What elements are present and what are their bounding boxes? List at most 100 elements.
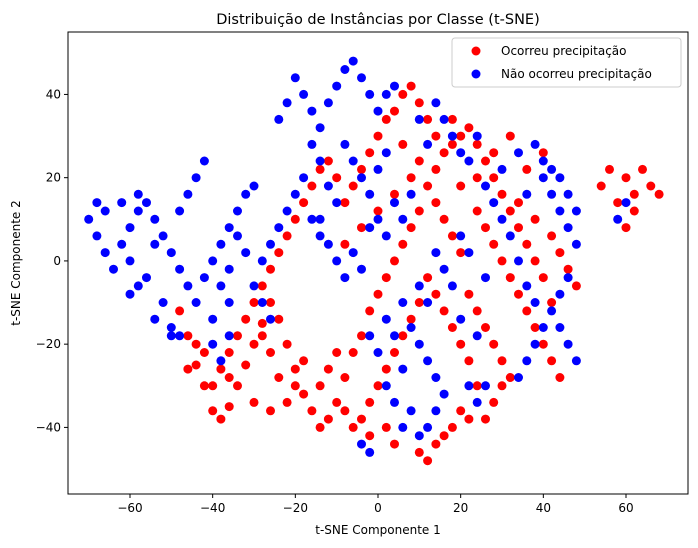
y-tick-label: 40 <box>46 87 61 101</box>
point-ocorreu-154 <box>489 148 499 158</box>
point-nao-ocorreu-157 <box>472 397 482 407</box>
point-ocorreu-55 <box>423 273 433 283</box>
point-ocorreu-68 <box>439 431 449 441</box>
point-nao-ocorreu-90 <box>547 189 557 199</box>
point-nao-ocorreu-146 <box>373 164 383 174</box>
y-axis-label: t-SNE Componente 2 <box>9 200 23 326</box>
point-nao-ocorreu-119 <box>538 156 548 166</box>
point-ocorreu-164 <box>191 339 201 349</box>
point-nao-ocorreu-111 <box>464 248 474 258</box>
point-ocorreu-120 <box>447 231 457 241</box>
point-ocorreu-48 <box>481 414 490 424</box>
point-nao-ocorreu-72 <box>406 189 416 199</box>
point-ocorreu-82 <box>332 173 342 183</box>
point-nao-ocorreu-88 <box>365 447 375 457</box>
point-nao-ocorreu-70 <box>390 198 399 208</box>
point-nao-ocorreu-30 <box>117 198 127 208</box>
point-nao-ocorreu-67 <box>365 223 375 233</box>
point-ocorreu-105 <box>629 206 639 216</box>
point-nao-ocorreu-20 <box>249 181 259 191</box>
point-ocorreu-40 <box>505 206 515 216</box>
point-ocorreu-51 <box>456 339 466 349</box>
point-nao-ocorreu-53 <box>315 156 325 166</box>
point-ocorreu-20 <box>340 373 350 382</box>
point-ocorreu-78 <box>365 148 375 158</box>
point-nao-ocorreu-116 <box>481 273 490 283</box>
point-ocorreu-129 <box>299 356 309 366</box>
point-nao-ocorreu-8 <box>150 214 160 224</box>
y-tick-label: −40 <box>36 420 61 434</box>
point-ocorreu-3 <box>199 381 209 391</box>
point-nao-ocorreu-118 <box>530 139 540 149</box>
point-nao-ocorreu-33 <box>125 256 135 266</box>
x-tick-label: −60 <box>117 501 142 515</box>
point-ocorreu-53 <box>439 306 449 316</box>
point-ocorreu-125 <box>481 323 490 332</box>
point-ocorreu-18 <box>323 414 333 424</box>
point-ocorreu-10 <box>257 318 267 328</box>
point-nao-ocorreu-71 <box>398 214 408 224</box>
point-ocorreu-148 <box>340 239 350 249</box>
point-ocorreu-71 <box>464 414 474 424</box>
point-nao-ocorreu-156 <box>464 381 474 391</box>
point-nao-ocorreu-45 <box>357 73 366 83</box>
point-nao-ocorreu-102 <box>522 281 532 291</box>
point-nao-ocorreu-41 <box>323 98 333 108</box>
point-nao-ocorreu-23 <box>183 189 193 199</box>
point-ocorreu-117 <box>547 356 557 366</box>
point-nao-ocorreu-26 <box>224 298 234 307</box>
point-ocorreu-113 <box>514 289 523 299</box>
legend-marker-ocorreu <box>471 46 481 56</box>
point-ocorreu-12 <box>274 314 284 324</box>
point-ocorreu-45 <box>547 298 557 307</box>
point-nao-ocorreu-153 <box>390 331 399 341</box>
point-nao-ocorreu-105 <box>497 214 507 224</box>
point-ocorreu-128 <box>505 373 515 382</box>
point-ocorreu-121 <box>439 214 449 224</box>
point-nao-ocorreu-143 <box>472 131 482 141</box>
point-nao-ocorreu-14 <box>199 273 209 283</box>
point-nao-ocorreu-98 <box>530 339 540 349</box>
point-ocorreu-79 <box>357 164 366 174</box>
x-tick-label: −40 <box>200 501 225 515</box>
point-nao-ocorreu-133 <box>241 248 251 258</box>
y-tick-label: −20 <box>36 337 61 351</box>
point-nao-ocorreu-85 <box>431 406 441 416</box>
plot-frame <box>67 31 689 495</box>
point-ocorreu-65 <box>414 447 424 457</box>
point-ocorreu-25 <box>381 273 391 283</box>
point-nao-ocorreu-25 <box>216 281 226 291</box>
point-ocorreu-139 <box>398 139 408 149</box>
point-ocorreu-75 <box>390 106 399 116</box>
point-ocorreu-2 <box>191 360 201 370</box>
point-ocorreu-151 <box>365 431 375 441</box>
point-ocorreu-31 <box>431 164 441 174</box>
point-nao-ocorreu-108 <box>497 164 507 174</box>
point-ocorreu-64 <box>348 422 358 432</box>
point-ocorreu-91 <box>257 281 267 291</box>
point-ocorreu-15 <box>299 389 309 399</box>
y-tick-label: 20 <box>46 171 61 185</box>
x-tick-label: 20 <box>453 501 468 515</box>
point-nao-ocorreu-65 <box>348 248 358 258</box>
point-ocorreu-73 <box>406 81 416 91</box>
point-ocorreu-90 <box>266 264 275 274</box>
point-ocorreu-153 <box>472 173 482 183</box>
point-nao-ocorreu-36 <box>166 331 176 341</box>
point-ocorreu-150 <box>390 439 399 449</box>
point-nao-ocorreu-13 <box>191 298 201 307</box>
point-ocorreu-136 <box>323 364 333 374</box>
point-nao-ocorreu-39 <box>307 106 317 116</box>
point-ocorreu-80 <box>348 181 358 191</box>
point-ocorreu-49 <box>472 381 482 391</box>
point-ocorreu-74 <box>414 98 424 108</box>
point-nao-ocorreu-120 <box>547 164 557 174</box>
point-nao-ocorreu-48 <box>381 89 391 99</box>
point-nao-ocorreu-76 <box>423 356 433 366</box>
point-nao-ocorreu-31 <box>100 206 110 216</box>
point-nao-ocorreu-123 <box>571 206 581 216</box>
point-nao-ocorreu-132 <box>266 314 275 324</box>
point-ocorreu-11 <box>266 298 275 307</box>
point-ocorreu-144 <box>406 173 416 183</box>
point-nao-ocorreu-93 <box>571 239 581 249</box>
